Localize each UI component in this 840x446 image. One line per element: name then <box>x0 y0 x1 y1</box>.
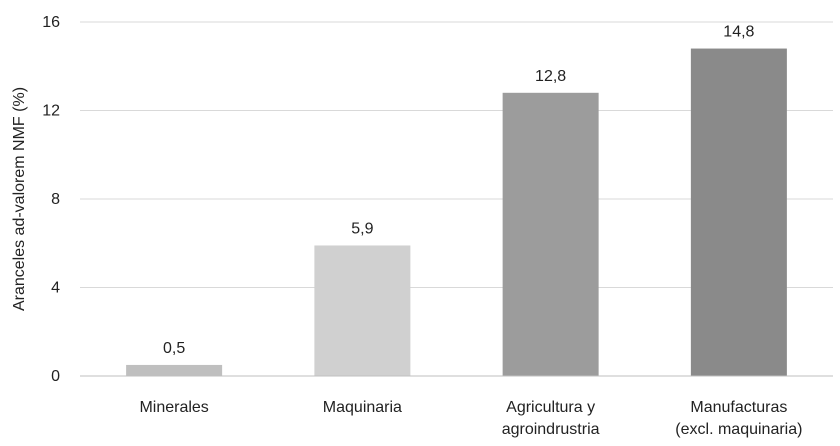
bar <box>314 245 411 376</box>
bars <box>126 48 787 377</box>
bar <box>502 92 599 377</box>
y-tick-label: 0 <box>51 368 60 385</box>
data-label: 0,5 <box>163 340 185 357</box>
y-tick-label: 16 <box>42 14 60 31</box>
x-tick-label: Minerales <box>139 399 208 416</box>
x-tick-label: (excl. maquinaria) <box>675 421 802 438</box>
y-axis-title: Aranceles ad-valorem NMF (%) <box>11 87 28 311</box>
y-tick-label: 4 <box>51 280 60 297</box>
labels: 0 4 8 12 16 0,5 Minerales 5,9 Maquinaria 12,8 Agri… <box>42 14 802 438</box>
x-tick-label: agroindrustria <box>502 421 600 438</box>
x-tick-label: Maquinaria <box>323 399 402 416</box>
x-tick-label: Manufacturas <box>690 399 787 416</box>
data-label: 12,8 <box>535 68 566 85</box>
bar <box>690 48 787 377</box>
data-label: 14,8 <box>723 24 754 41</box>
y-tick-label: 8 <box>51 191 60 208</box>
data-label: 5,9 <box>351 220 373 237</box>
x-tick-label: Agricultura y <box>506 399 595 416</box>
bar <box>126 364 223 376</box>
y-tick-label: 12 <box>42 103 60 120</box>
